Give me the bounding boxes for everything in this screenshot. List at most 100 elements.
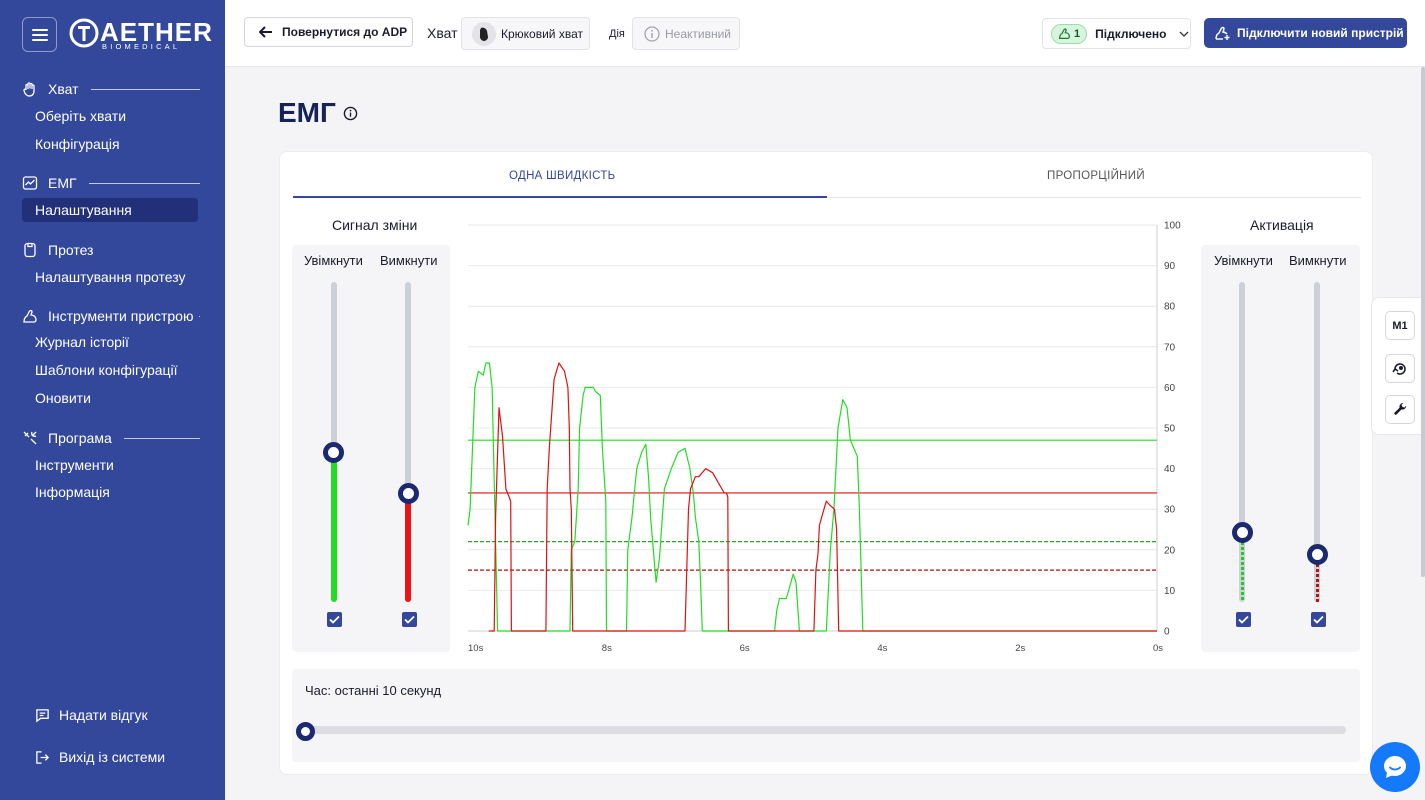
nav-item-emg-settings[interactable]: Налаштування xyxy=(22,198,198,222)
x-tick-label: 4s xyxy=(877,643,887,654)
feedback-link[interactable]: Надати відгук xyxy=(35,707,148,723)
y-tick-label: 50 xyxy=(1164,424,1176,435)
tools-icon xyxy=(23,431,37,445)
tab-single-speed[interactable]: ОДНА ШВИДКІСТЬ xyxy=(509,170,616,182)
info-circle-icon xyxy=(644,25,660,42)
menu-toggle-button[interactable] xyxy=(22,17,57,52)
action-value: Неактивний xyxy=(665,26,732,41)
change-off-checkbox[interactable] xyxy=(402,612,417,627)
service-button[interactable] xyxy=(1385,395,1415,424)
hand-icon xyxy=(23,82,35,97)
nav-item-prosthesis-settings[interactable]: Налаштування протезу xyxy=(35,269,186,285)
section-divider xyxy=(199,315,200,317)
new-device-label: Підключити новий пристрій xyxy=(1237,26,1404,40)
aether-logo-icon xyxy=(69,18,99,48)
y-tick-label: 60 xyxy=(1164,383,1176,394)
activation-off-slider-track[interactable] xyxy=(1314,282,1320,602)
nav-item-configuration[interactable]: Конфігурація xyxy=(35,136,120,152)
activation-on-slider-fill xyxy=(1240,531,1244,602)
page-title: ЕМГ xyxy=(278,97,358,129)
y-tick-label: 40 xyxy=(1164,464,1176,475)
section-divider xyxy=(90,88,200,90)
x-tick-label: 6s xyxy=(740,643,750,654)
emg-signal-chart: 0 10 20 30 40 50 60 70 80 90 100 10s 8s 6s 4s 2s 0s xyxy=(467,221,1181,654)
connect-new-device-button[interactable]: Підключити новий пристрій xyxy=(1204,18,1407,48)
section-label: Інструменти пристрою xyxy=(48,308,194,324)
activation-on-slider-thumb[interactable] xyxy=(1232,521,1253,543)
connection-dropdown[interactable]: 1 Підключено xyxy=(1042,18,1191,49)
nav-item-history-log[interactable]: Журнал історії xyxy=(35,334,129,350)
connection-count: 1 xyxy=(1074,27,1081,40)
info-icon[interactable] xyxy=(343,106,358,121)
y-tick-label: 70 xyxy=(1164,342,1176,353)
chat-support-button[interactable] xyxy=(1370,742,1420,792)
feedback-label: Надати відгук xyxy=(59,707,148,723)
time-window-slider-thumb[interactable] xyxy=(296,722,315,741)
nav-item-update[interactable]: Оновити xyxy=(35,390,91,406)
hand-refresh-icon xyxy=(1392,362,1406,375)
activation-off-checkbox[interactable] xyxy=(1311,612,1326,627)
section-divider xyxy=(123,437,200,439)
hook-grip-icon xyxy=(480,27,488,41)
quick-tools-panel: M1 xyxy=(1371,297,1425,435)
change-signal-panel: Увімкнути Вимкнути xyxy=(292,245,450,652)
section-prosthesis: Протез xyxy=(22,242,200,258)
y-tick-label: 20 xyxy=(1164,545,1176,556)
page-scrollbar[interactable] xyxy=(1421,67,1425,577)
check-icon xyxy=(404,615,415,624)
change-on-slider-thumb[interactable] xyxy=(323,441,344,463)
y-tick-label: 90 xyxy=(1164,261,1176,272)
feedback-icon xyxy=(36,708,49,722)
logout-link[interactable]: Вихід із системи xyxy=(35,749,165,765)
change-off-slider-thumb[interactable] xyxy=(398,483,419,505)
time-window-slider-track[interactable] xyxy=(305,726,1346,734)
y-tick-label: 100 xyxy=(1164,221,1181,232)
grip-selector[interactable]: Крюковий хват xyxy=(461,17,590,50)
activation-off-slider-fill xyxy=(1315,554,1319,602)
section-grip: Хват xyxy=(22,81,200,97)
back-to-adp-button[interactable]: Повернутися до ADP xyxy=(244,17,413,47)
activation-on-checkbox[interactable] xyxy=(1236,612,1251,627)
m1-button[interactable]: M1 xyxy=(1385,311,1415,340)
activation-panel: Увімкнути Вимкнути xyxy=(1201,245,1360,652)
section-label: Програма xyxy=(48,430,112,446)
device-plus-icon xyxy=(1215,26,1230,40)
change-off-label: Вимкнути xyxy=(380,253,438,268)
y-tick-label: 10 xyxy=(1164,586,1176,597)
chevron-down-icon xyxy=(1179,31,1188,37)
x-tick-label: 0s xyxy=(1153,643,1163,654)
nav-item-config-templates[interactable]: Шаблони конфігурації xyxy=(35,362,178,378)
y-tick-label: 0 xyxy=(1164,627,1170,638)
section-emg: ЕМГ xyxy=(22,175,200,191)
device-arm-icon xyxy=(1059,28,1070,39)
section-device-tools: Інструменти пристрою xyxy=(22,308,200,324)
arrow-left-icon xyxy=(259,26,272,38)
change-on-checkbox[interactable] xyxy=(327,612,342,627)
activation-off-slider-thumb[interactable] xyxy=(1307,544,1328,565)
nav-item-select-grips[interactable]: Оберіть хвати xyxy=(35,108,127,124)
change-off-slider-fill xyxy=(405,493,411,602)
active-tab-indicator xyxy=(293,196,827,198)
nav-item-tools[interactable]: Інструменти xyxy=(35,457,114,473)
x-tick-label: 2s xyxy=(1015,643,1025,654)
grip-label: Хват xyxy=(427,25,458,41)
page-title-text: ЕМГ xyxy=(278,97,336,128)
tab-proportional[interactable]: ПРОПОРЦІЙНИЙ xyxy=(1047,170,1145,182)
device-arm-icon xyxy=(23,309,37,323)
nav-item-info[interactable]: Інформація xyxy=(35,484,110,500)
change-signal-title: Сигнал зміни xyxy=(332,217,418,233)
action-selector[interactable]: Неактивний xyxy=(632,17,740,50)
grip-avatar xyxy=(472,21,496,46)
y-tick-label: 30 xyxy=(1164,505,1176,516)
open-signal-line xyxy=(467,362,1157,632)
activation-on-slider-track[interactable] xyxy=(1239,282,1245,602)
change-off-slider-track[interactable] xyxy=(405,282,411,602)
section-label: Протез xyxy=(48,242,94,258)
change-on-label: Увімкнути xyxy=(304,253,363,268)
brand-logo: AETHER BIOMEDICAL xyxy=(69,17,212,51)
brand-sub: BIOMEDICAL xyxy=(102,42,181,51)
connection-status: Підключено xyxy=(1095,26,1167,41)
section-label: ЕМГ xyxy=(48,175,77,191)
calibrate-button[interactable] xyxy=(1385,354,1415,383)
check-icon xyxy=(1313,615,1324,624)
